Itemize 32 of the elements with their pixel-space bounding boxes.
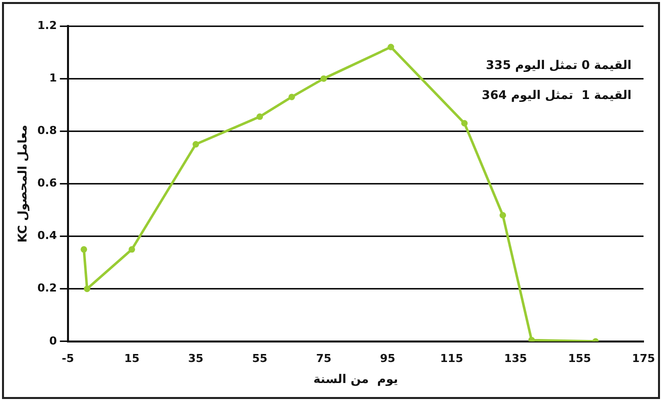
x-tick-label: 115 bbox=[440, 352, 464, 365]
y-axis-title: KC معامل المحصول bbox=[15, 124, 30, 243]
x-tick-label: 135 bbox=[504, 352, 528, 365]
x-tick-label: 175 bbox=[632, 352, 656, 365]
x-tick-label: 15 bbox=[124, 352, 140, 365]
y-tick-label: 1 bbox=[49, 71, 57, 84]
y-tick-label: 1.2 bbox=[37, 18, 57, 32]
y-tick-label: 0 bbox=[49, 334, 58, 348]
y-tick-label: 0.8 bbox=[37, 124, 57, 137]
point bbox=[256, 113, 264, 120]
annotation: القيمة 1 تمثل اليوم 364 bbox=[482, 88, 632, 102]
x-tick-label: -5 bbox=[62, 352, 74, 365]
x-tick-label: 155 bbox=[568, 352, 592, 365]
x-axis-title: يوم من السنة bbox=[313, 372, 398, 386]
point bbox=[84, 286, 90, 292]
point bbox=[500, 212, 506, 218]
y-tick-label: 0.6 bbox=[37, 176, 58, 190]
point bbox=[288, 94, 295, 100]
x-tick-label: 55 bbox=[252, 352, 268, 365]
point bbox=[388, 44, 394, 50]
point bbox=[192, 141, 200, 148]
x-tick-label: 35 bbox=[188, 352, 204, 365]
point bbox=[320, 75, 327, 82]
y-tick-label: 0.2 bbox=[37, 282, 57, 295]
annotation: القيمة 0 تمثل اليوم 335 bbox=[486, 58, 632, 72]
x-tick-label: 95 bbox=[380, 352, 396, 365]
point bbox=[461, 120, 468, 126]
x-tick-label: 75 bbox=[316, 352, 332, 365]
point bbox=[80, 246, 88, 253]
y-tick-label: 0.4 bbox=[37, 229, 58, 242]
point bbox=[528, 336, 535, 342]
point bbox=[128, 246, 136, 253]
